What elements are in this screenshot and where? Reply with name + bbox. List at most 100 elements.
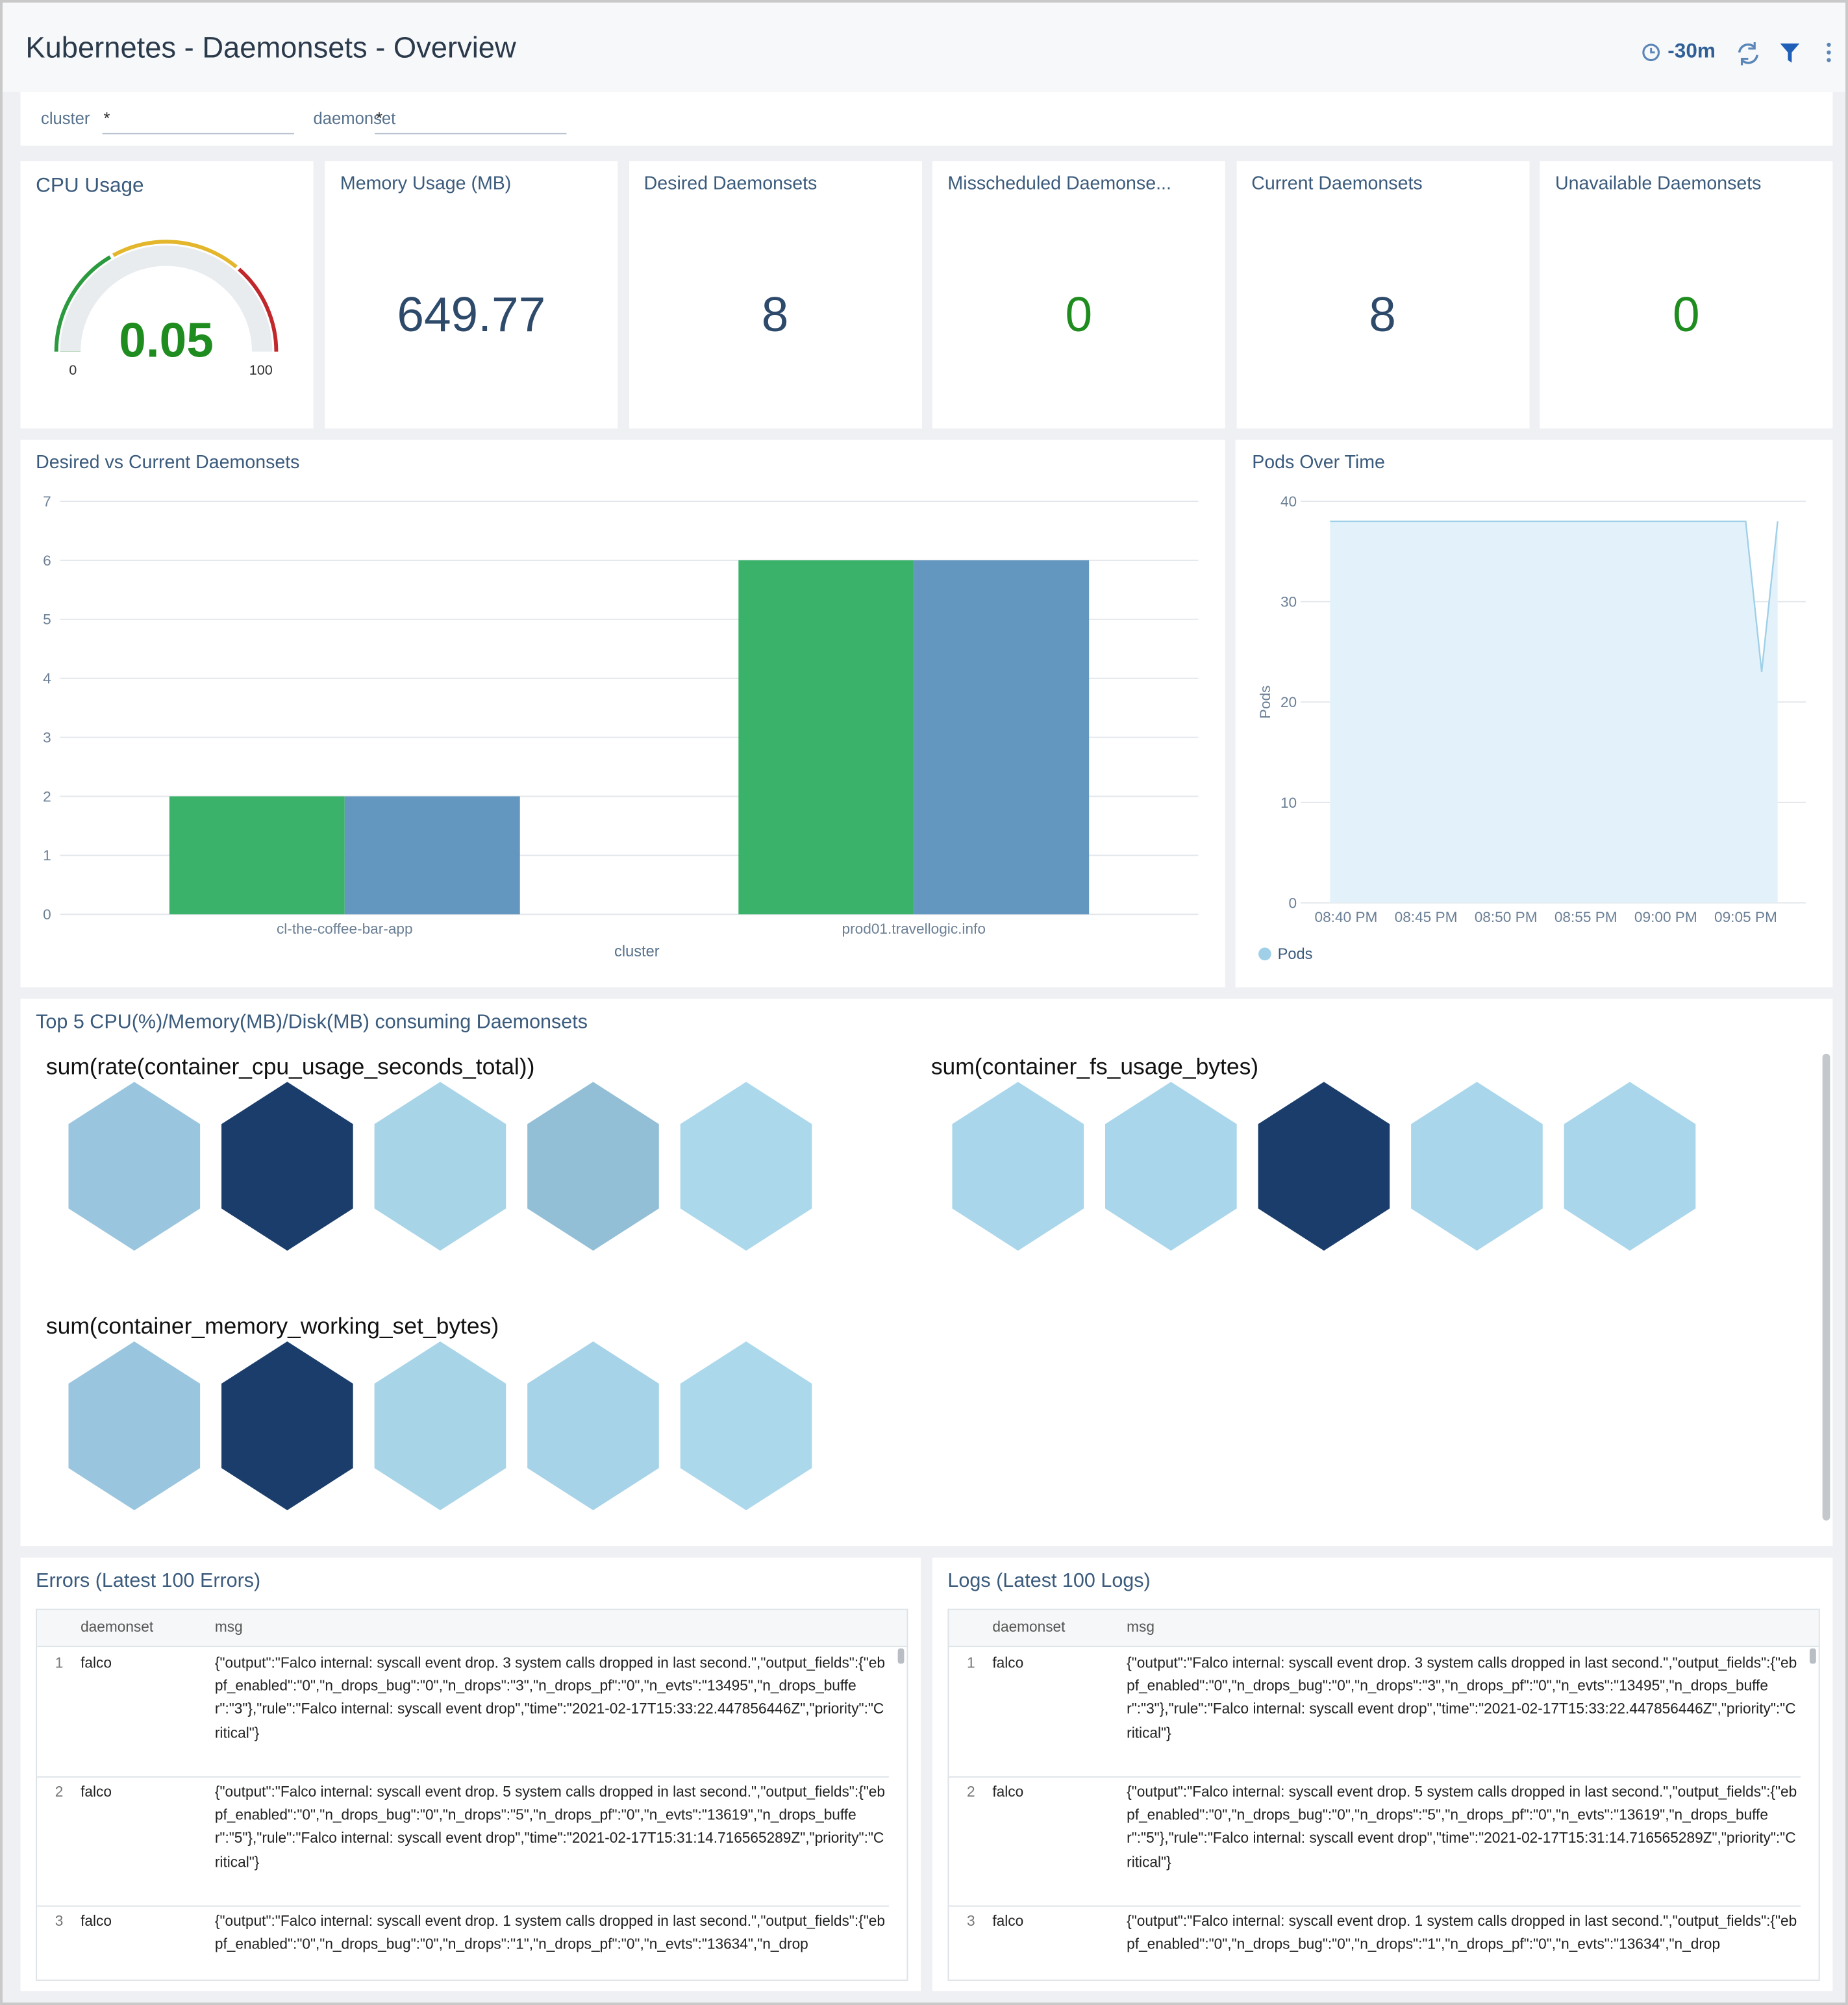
honeycomb-group-title: sum(container_fs_usage_bytes) [931, 1053, 1258, 1079]
gauge-track [60, 245, 273, 352]
bar [169, 796, 345, 915]
row-index: 1 [966, 1656, 975, 1672]
table-header: daemonset msg [37, 1610, 907, 1647]
y-tick-label: 30 [1280, 594, 1297, 610]
hexagon[interactable] [1105, 1082, 1237, 1251]
refresh-icon[interactable] [1734, 40, 1762, 68]
row-index: 3 [55, 1914, 64, 1930]
hexagon[interactable] [1258, 1082, 1390, 1251]
stat-panel [932, 161, 1225, 429]
cell-msg: {"output":"Falco internal: syscall event… [214, 1914, 885, 1953]
panel-title: Top 5 CPU(%)/Memory(MB)/Disk(MB) consumi… [36, 1011, 588, 1034]
hexagon[interactable] [68, 1341, 201, 1511]
line [1330, 520, 1779, 673]
scrollbar [1809, 1648, 1816, 1664]
honeycomb-group-title: sum(rate(container_cpu_usage_seconds_tot… [46, 1053, 534, 1079]
y-tick-label: 7 [43, 493, 51, 510]
x-tick-label: 08:45 PM [1395, 909, 1458, 925]
column-header[interactable]: daemonset [81, 1620, 154, 1636]
stat-panel [325, 161, 618, 429]
stat-value: 0 [1673, 287, 1700, 342]
hexagon[interactable] [221, 1082, 353, 1251]
area-fill [1330, 521, 1778, 903]
cell-msg: {"output":"Falco internal: syscall event… [1127, 1914, 1797, 1953]
column-header[interactable]: msg [214, 1620, 243, 1636]
cell-daemonset: falco [81, 1914, 112, 1930]
y-tick-label: 40 [1280, 493, 1297, 510]
hexagon[interactable] [221, 1341, 353, 1511]
hexagon[interactable] [527, 1082, 659, 1251]
stat-value: 0 [1066, 287, 1093, 342]
gauge-panel [20, 161, 314, 429]
y-tick-label: 5 [43, 612, 51, 628]
y-axis-label: Pods [1257, 685, 1273, 719]
cell-msg: {"output":"Falco internal: syscall event… [214, 1656, 885, 1741]
filter-value: * [376, 108, 383, 128]
table-row: 3 falco {"output":"Falco internal: syscall… [949, 1906, 1801, 1980]
scrollbar [897, 1648, 905, 1664]
table: daemonset msg 1 falco {"output":"Falco inter… [947, 1608, 1820, 1981]
time-range[interactable]: -30m [1667, 41, 1716, 63]
filter-label: daemonset [313, 108, 396, 128]
y-tick-label: 0 [43, 906, 51, 923]
hexagon[interactable] [1564, 1082, 1696, 1251]
filter-input[interactable] [375, 132, 567, 134]
legend-swatch [1258, 947, 1271, 961]
gauge-value: 0.05 [119, 313, 214, 367]
gauge-band [112, 240, 238, 269]
x-tick-label: prod01.travellogic.info [842, 921, 986, 937]
hexagon[interactable] [68, 1082, 201, 1251]
clock-icon[interactable] [1640, 41, 1665, 66]
stat-value: 649.77 [397, 287, 545, 342]
table-header: daemonset msg [949, 1610, 1819, 1647]
hexagon[interactable] [527, 1341, 659, 1511]
stat-title: Desired Daemonsets [643, 173, 818, 195]
cell-daemonset: falco [992, 1656, 1024, 1672]
table-row: 2 falco {"output":"Falco internal: syscall… [949, 1776, 1801, 1907]
y-tick-label: 20 [1280, 694, 1297, 710]
y-tick-label: 6 [43, 553, 51, 569]
stat-title: Misscheduled Daemonse... [947, 173, 1171, 195]
bar [738, 560, 914, 915]
hexagon[interactable] [374, 1082, 506, 1251]
gauge-max: 100 [249, 362, 273, 378]
hexagon[interactable] [374, 1341, 506, 1511]
column-header[interactable]: daemonset [992, 1620, 1066, 1636]
cell-daemonset: falco [81, 1785, 112, 1801]
hexagon[interactable] [680, 1341, 812, 1511]
stat-title: Memory Usage (MB) [340, 173, 512, 195]
table-row: 1 falco {"output":"Falco internal: syscall… [37, 1647, 889, 1778]
legend-label: Pods [1278, 946, 1313, 963]
bar [914, 560, 1090, 915]
stat-panel [629, 161, 922, 429]
x-tick-label: 08:40 PM [1315, 909, 1378, 925]
more-icon[interactable] [1823, 41, 1838, 66]
stat-value: 8 [1369, 287, 1396, 342]
table: daemonset msg 1 falco {"output":"Falco inter… [36, 1608, 908, 1981]
column-header[interactable]: msg [1127, 1620, 1155, 1636]
filter-bar [20, 92, 1833, 146]
gauge-band [54, 255, 112, 352]
row-index: 1 [55, 1656, 64, 1672]
hexagon[interactable] [1411, 1082, 1543, 1251]
table-row: 1 falco {"output":"Falco internal: syscall… [949, 1647, 1801, 1778]
y-tick-label: 10 [1280, 795, 1297, 811]
hexagon[interactable] [952, 1082, 1084, 1251]
x-tick-label: cl-the-coffee-bar-app [277, 921, 413, 937]
y-tick-label: 1 [43, 847, 51, 864]
table-row: 3 falco {"output":"Falco internal: syscall… [37, 1906, 889, 1980]
gauge-band [238, 268, 279, 352]
x-tick-label: 08:50 PM [1475, 909, 1538, 925]
stat-value: 8 [762, 287, 789, 342]
hexagon[interactable] [680, 1082, 812, 1251]
honeycomb-group-title: sum(container_memory_working_set_bytes) [46, 1313, 499, 1339]
filter-icon[interactable] [1778, 41, 1803, 66]
gauge-min: 0 [69, 362, 77, 378]
x-tick-label: 09:05 PM [1714, 909, 1777, 925]
panel-title: Errors (Latest 100 Errors) [36, 1570, 261, 1593]
filter-label: cluster [41, 108, 90, 128]
table-row: 2 falco {"output":"Falco internal: syscall… [37, 1776, 889, 1907]
filter-input[interactable] [102, 132, 294, 134]
